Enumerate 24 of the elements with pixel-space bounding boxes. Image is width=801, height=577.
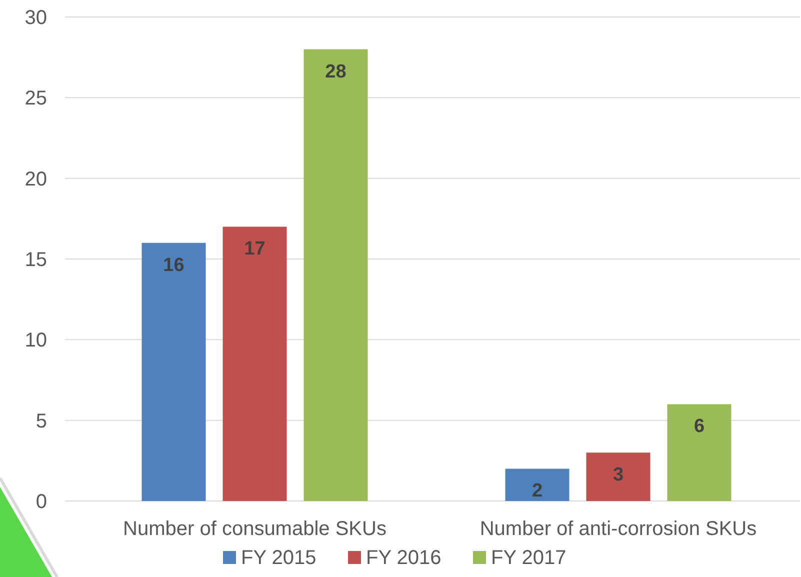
- data-label: 3: [612, 464, 624, 486]
- y-tick-label: 25: [24, 88, 47, 110]
- data-label: 16: [163, 254, 184, 276]
- legend-label: FY 2015: [241, 547, 316, 569]
- data-label: 2: [532, 480, 543, 502]
- y-tick-label: 30: [24, 7, 47, 29]
- x-tick-label: Number of anti-corrosion SKUs: [480, 518, 757, 540]
- data-label: 28: [325, 61, 346, 82]
- bar: [304, 49, 368, 501]
- bar: [142, 242, 206, 501]
- bar: [667, 404, 732, 501]
- data-label: 17: [244, 238, 266, 260]
- y-tick-label: 5: [36, 410, 47, 432]
- legend-label: FY 2016: [366, 547, 442, 569]
- bar: [586, 452, 650, 501]
- y-tick-label: 10: [24, 330, 47, 352]
- y-tick-label: 20: [24, 168, 47, 190]
- legend-label: FY 2017: [491, 547, 566, 569]
- y-tick-label: 15: [24, 249, 47, 271]
- bar: [222, 226, 287, 501]
- x-tick-label: Number of consumable SKUs: [123, 518, 386, 540]
- y-tick-label: 0: [36, 491, 47, 513]
- bar: [505, 468, 570, 501]
- data-label: 6: [694, 416, 705, 438]
